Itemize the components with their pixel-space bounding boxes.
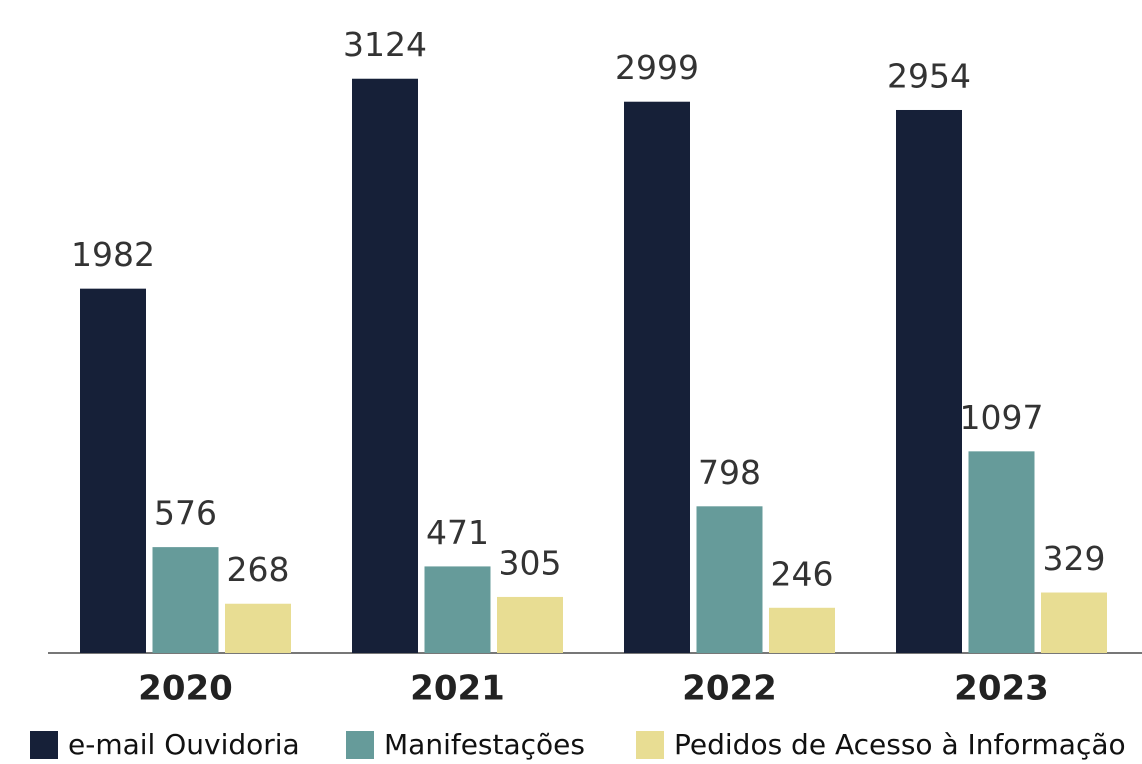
data-label: 3124 (343, 25, 427, 64)
data-label: 2954 (887, 56, 971, 95)
x-tick-label: 2023 (954, 669, 1049, 709)
legend-label: Pedidos de Acesso à Informação (674, 728, 1126, 761)
bar (424, 566, 491, 653)
legend-label: e-mail Ouvidoria (68, 728, 300, 761)
bar (769, 607, 835, 653)
bar (352, 78, 418, 653)
data-label: 246 (771, 554, 834, 593)
bar (968, 451, 1035, 653)
data-label: 329 (1043, 539, 1106, 578)
bar (896, 109, 962, 653)
data-label: 2999 (615, 48, 699, 87)
bar (1041, 592, 1107, 653)
bar (497, 596, 563, 653)
bar (152, 547, 219, 653)
legend-swatch (346, 731, 374, 759)
legend-swatch (30, 731, 58, 759)
data-label: 1097 (960, 398, 1044, 437)
bar (624, 101, 690, 653)
data-label: 798 (698, 453, 761, 492)
legend-label: Manifestações (384, 728, 585, 761)
x-tick-label: 2021 (410, 669, 505, 709)
data-label: 576 (154, 494, 217, 533)
x-tick-label: 2020 (138, 669, 233, 709)
data-label: 268 (227, 550, 290, 589)
bar (80, 288, 146, 653)
data-label: 1982 (71, 235, 155, 274)
bar (225, 603, 291, 653)
legend-swatch (636, 731, 664, 759)
data-label: 305 (499, 543, 562, 582)
x-tick-label: 2022 (682, 669, 777, 709)
data-label: 471 (426, 513, 489, 552)
bar (696, 506, 763, 653)
